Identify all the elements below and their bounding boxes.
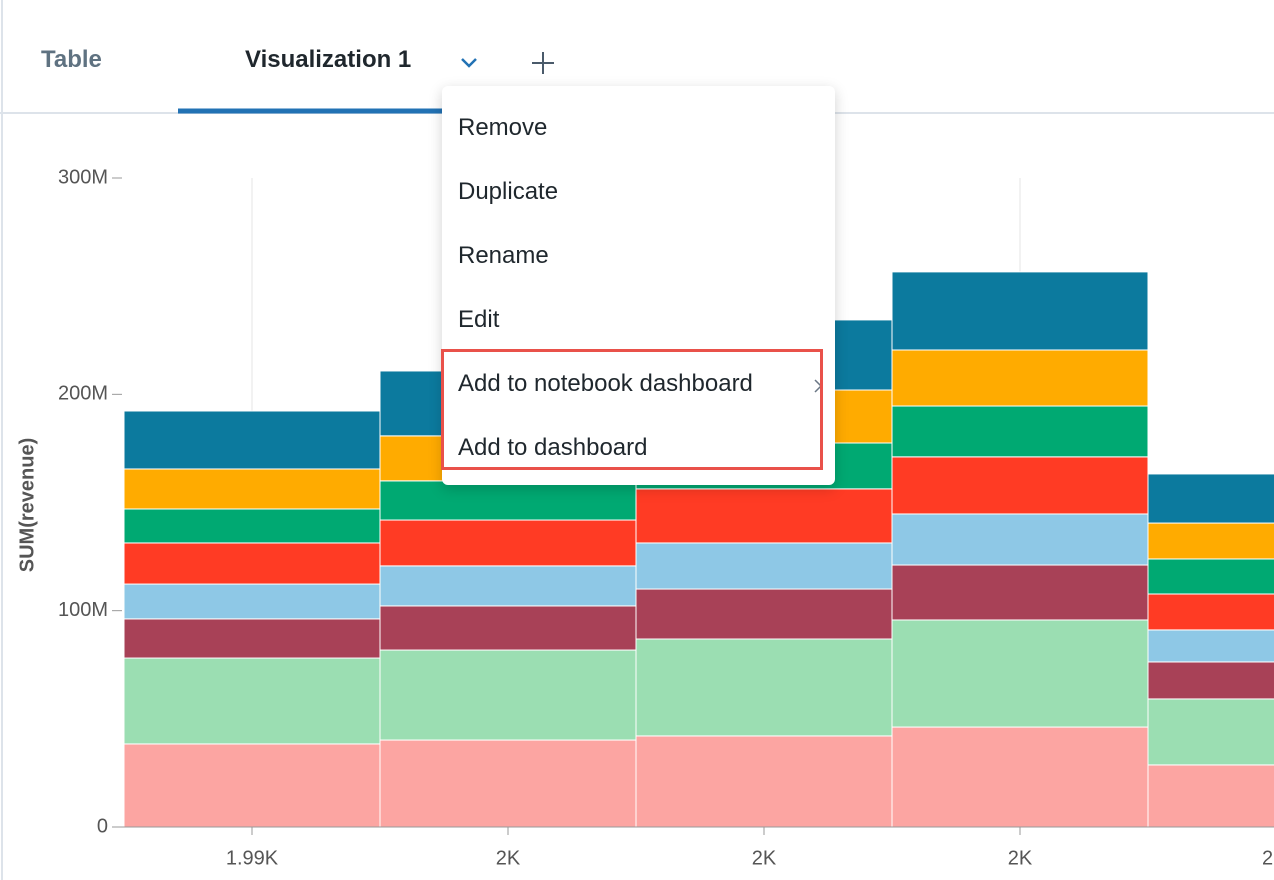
bar-segment [1147,522,1274,560]
bar-segment [123,618,381,659]
tab-dropdown-icon[interactable] [461,58,477,68]
bar-segment [891,513,1149,566]
bar-segment [379,649,637,741]
bar-segment [123,468,381,510]
bar-segment [1147,661,1274,700]
bar-segment [379,519,637,567]
y-tick-label: 200M [58,383,108,405]
y-tick-label: 0 [97,815,108,837]
bar-segment [891,349,1149,407]
bar-segment [1147,473,1274,524]
bar-segment [891,619,1149,728]
bar-segment [891,456,1149,515]
bar-segment [1147,698,1274,766]
bar-segment [891,405,1149,458]
bar-segment [635,638,893,737]
x-tick-label: 1.99K [226,847,279,869]
menu-item[interactable]: Add to dashboard [458,434,648,461]
bar-segment [891,564,1149,621]
add-tab-icon[interactable] [532,52,554,74]
bar-segment [123,657,381,745]
x-tick-label: 2K [752,847,777,869]
menu-item[interactable]: Add to notebook dashboard [458,370,753,397]
bar-segment [1147,764,1274,828]
bar-segment [1147,558,1274,595]
bar-segment [379,565,637,607]
tab[interactable]: Table [41,46,102,73]
bar-segment [379,739,637,828]
menu-item[interactable]: Edit [458,306,500,333]
bar-segment [891,271,1149,351]
x-tick-label: 2K [1008,847,1033,869]
x-tick-label: 2K [496,847,521,869]
bar-segment [123,743,381,828]
y-axis-title: SUM(revenue) [16,438,38,572]
menu-item[interactable]: Rename [458,242,549,269]
bar-segment [635,588,893,640]
bar-segment [891,726,1149,828]
x-tick-label: 2 [1262,847,1273,869]
tab-active[interactable]: Visualization 1 [245,46,412,73]
bar-segment [1147,629,1274,663]
bar-segment [123,410,381,470]
bar-segment [123,508,381,544]
context-menu: Remove Duplicate Rename Edit Add to note… [441,86,835,485]
bar-segment [379,480,637,521]
highlight-box [441,349,823,470]
bar-segment [635,542,893,590]
bar-segment [635,735,893,828]
y-tick-label: 100M [58,599,108,621]
bar-segment [379,605,637,651]
bar-segment [123,583,381,620]
bar-segment [1147,593,1274,631]
bar-segment [123,542,381,585]
bar-segment [635,488,893,544]
menu-item[interactable]: Remove [458,114,548,141]
menu-item[interactable]: Duplicate [458,178,559,205]
y-tick-label: 300M [58,166,108,188]
